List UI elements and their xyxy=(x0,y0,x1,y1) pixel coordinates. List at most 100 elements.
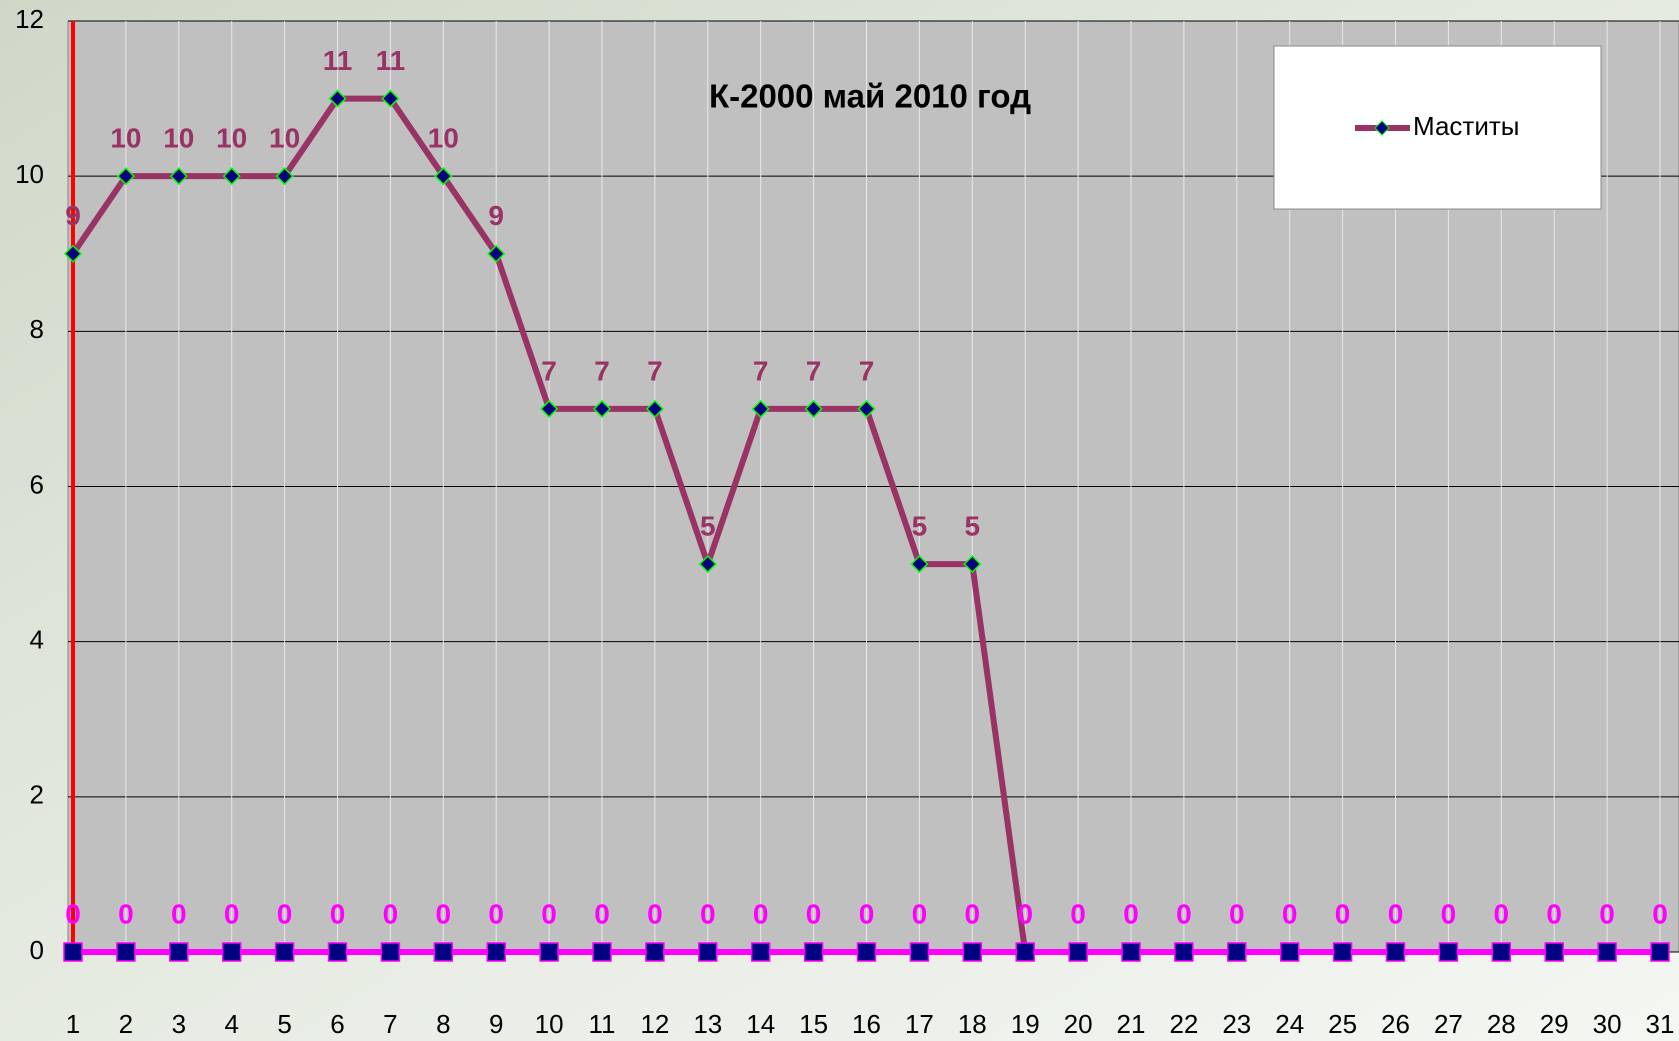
point xyxy=(380,942,401,962)
data-label: 0 xyxy=(753,898,769,929)
data-label: 0 xyxy=(700,898,716,929)
legend-label: Маститы xyxy=(1413,111,1519,141)
point xyxy=(434,167,453,186)
x-tick-label: 8 xyxy=(436,1009,450,1039)
x-tick-label: 5 xyxy=(277,1009,291,1039)
point xyxy=(698,555,717,574)
y-tick-label: 4 xyxy=(30,625,44,655)
data-label: 0 xyxy=(965,898,981,929)
x-tick-label: 11 xyxy=(589,1009,616,1039)
data-label: 10 xyxy=(216,123,247,154)
data-label: 7 xyxy=(594,355,610,386)
point xyxy=(645,399,664,418)
point xyxy=(803,942,824,962)
point xyxy=(540,399,559,418)
point xyxy=(63,942,83,962)
point xyxy=(1332,942,1353,962)
point xyxy=(1385,942,1406,962)
point xyxy=(1650,942,1670,962)
data-label: 0 xyxy=(1441,898,1457,929)
data-label: 0 xyxy=(1176,898,1192,929)
point xyxy=(698,942,718,962)
point xyxy=(381,89,400,108)
data-label: 0 xyxy=(1599,898,1615,929)
point xyxy=(486,942,506,962)
point xyxy=(1227,942,1247,962)
x-tick-label: 12 xyxy=(640,1009,669,1039)
data-label: 7 xyxy=(859,355,875,386)
data-label: 10 xyxy=(428,123,459,154)
data-label: 0 xyxy=(912,898,928,929)
x-tick-label: 3 xyxy=(172,1009,186,1039)
data-label: 0 xyxy=(1388,898,1404,929)
x-tick-label: 27 xyxy=(1434,1009,1463,1039)
x-tick-label: 19 xyxy=(1011,1009,1040,1039)
point xyxy=(750,942,771,962)
data-label: 7 xyxy=(541,355,557,386)
point xyxy=(592,942,612,962)
data-label: 11 xyxy=(323,45,353,76)
point xyxy=(592,399,612,418)
data-label: 7 xyxy=(806,355,822,386)
data-label: 0 xyxy=(1123,898,1139,929)
point xyxy=(1121,942,1141,962)
data-label: 10 xyxy=(163,123,194,154)
point xyxy=(1015,942,1035,962)
point xyxy=(751,399,770,418)
data-label: 7 xyxy=(647,355,663,386)
x-tick-label: 25 xyxy=(1328,1009,1357,1039)
x-tick-label: 29 xyxy=(1540,1009,1569,1039)
y-tick-label: 12 xyxy=(15,4,44,34)
data-label: 0 xyxy=(1070,898,1086,929)
x-tick-label: 4 xyxy=(224,1009,238,1039)
x-tick-label: 28 xyxy=(1487,1009,1516,1039)
data-label: 7 xyxy=(753,355,769,386)
chart-title: К-2000 май 2010 год xyxy=(709,78,1031,115)
point xyxy=(274,942,295,962)
data-label: 0 xyxy=(65,898,81,929)
point xyxy=(1438,942,1459,962)
x-tick-label: 9 xyxy=(489,1009,503,1039)
data-label: 0 xyxy=(647,898,663,929)
data-label: 10 xyxy=(269,123,300,154)
point xyxy=(327,942,348,962)
data-label: 5 xyxy=(965,510,981,541)
point xyxy=(328,89,347,108)
x-tick-label: 23 xyxy=(1222,1009,1251,1039)
point xyxy=(222,167,241,186)
point xyxy=(1279,942,1300,962)
point xyxy=(1174,942,1194,962)
x-tick-label: 2 xyxy=(119,1009,133,1039)
point xyxy=(116,942,136,962)
data-label: 0 xyxy=(118,898,134,929)
data-label: 0 xyxy=(1229,898,1245,929)
y-tick-label: 2 xyxy=(30,780,44,810)
x-tick-label: 10 xyxy=(535,1009,564,1039)
data-label: 0 xyxy=(859,898,875,929)
x-tick-label: 31 xyxy=(1646,1009,1675,1039)
data-label: 0 xyxy=(594,898,610,929)
data-label: 0 xyxy=(224,898,240,929)
point xyxy=(804,399,823,418)
x-tick-label: 30 xyxy=(1593,1009,1622,1039)
y-tick-label: 0 xyxy=(30,935,44,965)
legend-marker xyxy=(1374,120,1390,136)
x-tick-label: 14 xyxy=(746,1009,775,1039)
y-tick-label: 8 xyxy=(30,314,44,344)
legend xyxy=(1273,45,1602,210)
x-tick-label: 18 xyxy=(958,1009,987,1039)
data-label: 0 xyxy=(436,898,452,929)
point xyxy=(1597,942,1617,962)
point xyxy=(539,942,559,962)
point xyxy=(433,942,454,962)
x-tick-label: 15 xyxy=(799,1009,828,1039)
x-tick-label: 7 xyxy=(383,1009,397,1039)
point xyxy=(645,942,665,962)
x-tick-label: 16 xyxy=(852,1009,881,1039)
point xyxy=(487,244,506,263)
point xyxy=(116,167,135,186)
x-tick-label: 24 xyxy=(1275,1009,1304,1039)
x-tick-label: 20 xyxy=(1064,1009,1093,1039)
data-label: 0 xyxy=(1017,898,1033,929)
